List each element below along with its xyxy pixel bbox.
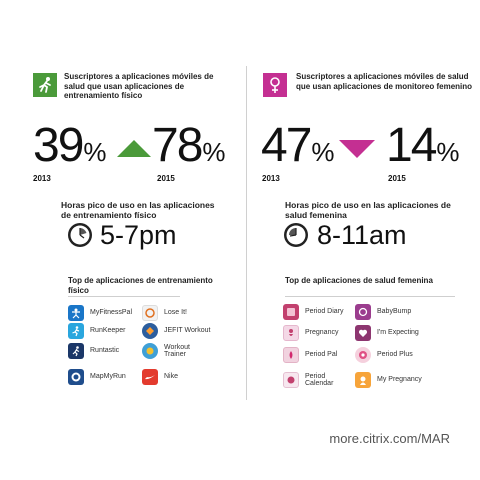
period-pal-icon [283,347,299,363]
women-health-panel: Suscriptores a aplicaciones móviles de s… [240,0,480,420]
fitness-category-title: Suscriptores a aplicaciones móviles de s… [64,72,214,100]
jefit-icon [142,323,158,339]
running-person-icon [33,73,57,97]
footer-url[interactable]: more.citrix.com/MAR [329,431,450,446]
trend-up-arrow-icon [117,140,151,157]
app-workout-trainer: Workout Trainer [142,342,210,360]
women-top-apps-title: Top de aplicaciones de salud femenina [285,276,433,285]
pregnancy-icon [283,325,299,341]
app-jefit: JEFIT Workout [142,322,210,340]
divider [68,296,180,297]
fitness-year-2015: 2015 [157,174,175,183]
period-diary-icon [283,304,299,320]
clock-icon [283,222,309,248]
app-babybump: BabyBump [355,303,411,321]
women-stat-2013: 47% [261,119,335,172]
loseit-icon [142,305,158,321]
myfitnesspal-icon [68,305,84,321]
app-my-pregnancy: My Pregnancy [355,371,422,389]
app-nike: Nike [142,368,178,386]
fitness-top-apps-title: Top de aplicaciones de entrenamiento fís… [68,276,213,295]
im-expecting-icon [355,325,371,341]
female-symbol-icon [263,73,287,97]
app-period-calendar: Period Calendar [283,371,345,389]
nike-icon [142,369,158,385]
women-hours-title: Horas pico de uso en las aplicaciones de… [285,200,451,220]
app-myfitnesspal: MyFitnessPal [68,304,132,322]
clock-icon [67,222,93,248]
fitness-hours-value: 5-7pm [100,220,177,250]
women-hours-value: 8-11am [317,220,407,250]
app-loseit: Lose It! [142,304,187,322]
women-category-title: Suscriptores a aplicaciones móviles de s… [296,72,473,91]
my-pregnancy-icon [355,372,371,388]
app-im-expecting: I'm Expecting [355,324,419,342]
trend-down-arrow-icon [339,140,375,158]
app-runkeeper: RunKeeper [68,322,125,340]
period-plus-icon [355,347,371,363]
runkeeper-icon [68,323,84,339]
app-pregnancy: Pregnancy [283,324,338,342]
app-period-pal: Period Pal [283,346,337,364]
workout-trainer-icon [142,343,158,359]
app-runtastic: Runtastic [68,342,119,360]
period-calendar-icon [283,372,299,388]
app-period-diary: Period Diary [283,303,344,321]
women-year-2013: 2013 [262,174,280,183]
fitness-stat-2015: 78% [152,119,226,172]
fitness-year-2013: 2013 [33,174,51,183]
mapmyrun-icon [68,369,84,385]
runtastic-icon [68,343,84,359]
fitness-stat-2013: 39% [33,119,107,172]
women-stat-2015: 14% [386,119,460,172]
center-divider [246,66,247,400]
fitness-panel: Suscriptores a aplicaciones móviles de s… [0,0,240,420]
fitness-hours-title: Horas pico de uso en las aplicaciones de… [61,200,215,220]
divider [285,296,455,297]
women-year-2015: 2015 [388,174,406,183]
app-period-plus: Period Plus [355,346,413,364]
app-mapmyrun: MapMyRun [68,368,126,386]
babybump-icon [355,304,371,320]
